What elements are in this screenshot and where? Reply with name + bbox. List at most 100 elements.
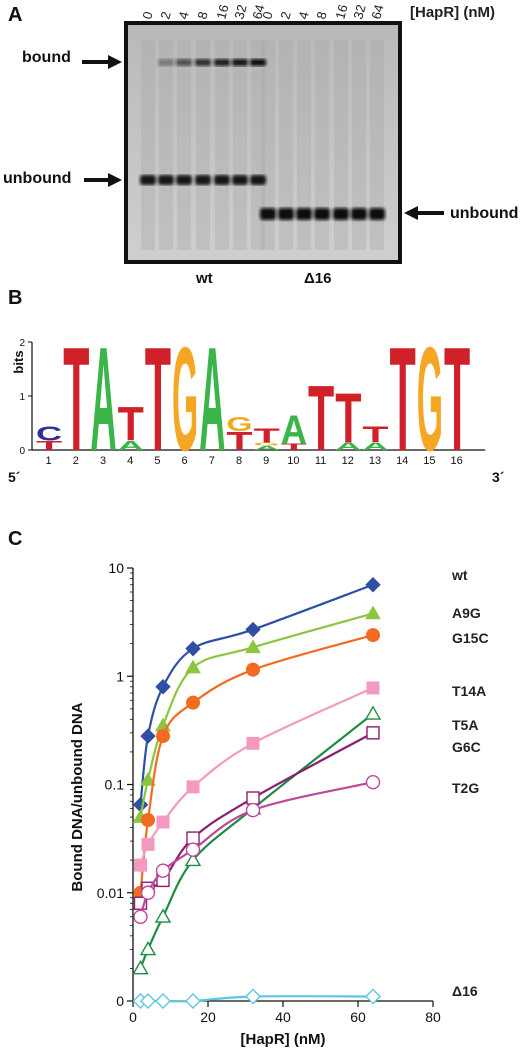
- data-point: [366, 681, 380, 695]
- svg-text:A: A: [254, 445, 280, 452]
- gel-lane-streak: [215, 40, 229, 250]
- logo-letter-T: T: [335, 378, 361, 457]
- data-point: [364, 705, 382, 720]
- logo-letter-T: T: [36, 438, 62, 453]
- logo-letter-G: G: [417, 316, 443, 482]
- logo-letter-A: A: [254, 445, 280, 452]
- bound-band-wt: [214, 59, 230, 66]
- gel-lane-streak: [177, 40, 191, 250]
- chart-ylabel: Bound DNA/unbound DNA: [69, 702, 86, 891]
- svg-text:G: G: [172, 316, 198, 482]
- chart-x-tick-label: 40: [275, 1009, 291, 1025]
- data-point: [365, 577, 381, 593]
- svg-text:C: C: [36, 422, 62, 445]
- logo-position-label: 13: [369, 455, 381, 467]
- series-line: [139, 686, 374, 866]
- unbound-band-d16: [314, 208, 330, 220]
- svg-text:T: T: [36, 438, 62, 453]
- logo-position-label: 2: [73, 455, 79, 467]
- unbound-band-wt: [195, 175, 211, 185]
- series-label-A9G: A9G: [452, 605, 481, 621]
- lane-label: 32: [350, 3, 368, 21]
- bound-band-wt: [176, 59, 192, 66]
- lane-label: 4: [295, 10, 311, 21]
- logo-letter-T: T: [308, 366, 334, 470]
- chart-x-tick-label: 20: [200, 1009, 216, 1025]
- gel-lane-streak: [196, 40, 210, 250]
- lane-label: 32: [231, 3, 249, 21]
- data-point: [245, 988, 261, 1005]
- logo-letter-T: T: [226, 427, 253, 456]
- data-point: [245, 802, 261, 818]
- lane-label: 16: [332, 3, 350, 21]
- data-point: [186, 780, 200, 794]
- data-point: [185, 993, 201, 1009]
- gel-lane-streak: [279, 40, 293, 250]
- series-wt: [132, 577, 381, 813]
- lane-label: 4: [175, 10, 191, 21]
- lane-label: 8: [194, 10, 210, 21]
- unbound-band-d16: [278, 208, 294, 220]
- series-A9G: [132, 605, 381, 823]
- logo-position-label: 6: [182, 455, 188, 467]
- gel-lane-streak: [352, 40, 366, 250]
- logo-position-label: 9: [263, 455, 269, 467]
- svg-text:T: T: [444, 316, 470, 482]
- series-T14A: [134, 681, 380, 872]
- logo-letter-T: T: [63, 316, 89, 482]
- data-point: [139, 940, 157, 956]
- svg-text:A: A: [118, 438, 144, 453]
- panel-c-letter: C: [8, 528, 23, 550]
- series-G6C: [133, 726, 380, 910]
- series-G15C: [133, 628, 380, 900]
- data-point: [246, 662, 260, 677]
- chart-x-tick-label: 80: [425, 1009, 441, 1025]
- logo-position-label: 3: [100, 455, 106, 467]
- data-point: [366, 628, 380, 643]
- series-label-Δ16: Δ16: [452, 983, 478, 999]
- lane-label: 64: [368, 3, 386, 21]
- gel-lane-streak: [141, 40, 155, 250]
- bound-band-wt: [232, 59, 248, 66]
- svg-text:T: T: [63, 316, 89, 482]
- unbound-band-d16: [296, 208, 312, 220]
- bound-label: bound: [22, 49, 71, 66]
- logo-y-tick-label: 2: [19, 338, 25, 349]
- data-point: [140, 993, 156, 1009]
- data-point: [155, 993, 171, 1009]
- svg-text:T: T: [362, 422, 388, 447]
- svg-text:T: T: [145, 316, 171, 482]
- lane-label: 2: [277, 10, 293, 21]
- lane-label: 8: [313, 10, 329, 21]
- logo-position-label: 11: [315, 455, 326, 467]
- chart-y-tick-label: 10: [108, 560, 124, 576]
- data-point: [132, 960, 149, 975]
- series-label-wt: wt: [451, 567, 468, 583]
- data-point: [365, 775, 381, 790]
- series-label-G6C: G6C: [452, 739, 481, 755]
- svg-text:G: G: [254, 442, 280, 447]
- svg-text:T: T: [335, 378, 361, 457]
- svg-text:G: G: [417, 316, 443, 482]
- svg-text:T: T: [254, 425, 281, 448]
- group-label-d16: Δ16: [304, 270, 331, 287]
- unbound-band-wt: [250, 175, 266, 185]
- gel-lane-streak: [297, 40, 311, 250]
- data-point: [185, 842, 201, 857]
- lane-label: 0: [139, 10, 155, 21]
- unbound-band-wt: [140, 175, 156, 185]
- svg-text:T: T: [308, 366, 334, 470]
- series-label-T2G: T2G: [452, 780, 479, 796]
- unbound-band-d16: [351, 208, 367, 220]
- svg-text:A: A: [90, 316, 116, 482]
- svg-text:G: G: [226, 413, 252, 436]
- logo-position-label: 15: [423, 455, 435, 467]
- gel-lane-streak: [315, 40, 329, 250]
- data-point: [365, 605, 381, 620]
- data-point: [366, 726, 380, 740]
- conc-unit-label: [HapR] (nM): [410, 4, 495, 21]
- chart-x-tick-label: 0: [129, 1009, 137, 1025]
- logo-letter-A: A: [362, 440, 388, 452]
- data-point: [185, 659, 201, 674]
